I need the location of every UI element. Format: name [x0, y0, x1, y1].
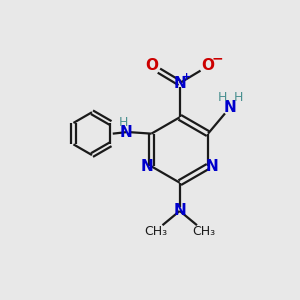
Text: O: O: [145, 58, 158, 73]
Text: H: H: [217, 92, 227, 104]
Text: CH₃: CH₃: [144, 225, 167, 238]
Text: N: N: [224, 100, 237, 115]
Text: N: N: [206, 159, 219, 174]
Text: N: N: [173, 203, 186, 218]
Text: N: N: [120, 125, 133, 140]
Text: H: H: [118, 116, 128, 129]
Text: H: H: [234, 92, 243, 104]
Text: N: N: [141, 159, 153, 174]
Text: N: N: [173, 76, 186, 91]
Text: CH₃: CH₃: [192, 225, 215, 238]
Text: O: O: [202, 58, 214, 73]
Text: +: +: [182, 72, 191, 82]
Text: −: −: [211, 52, 223, 66]
